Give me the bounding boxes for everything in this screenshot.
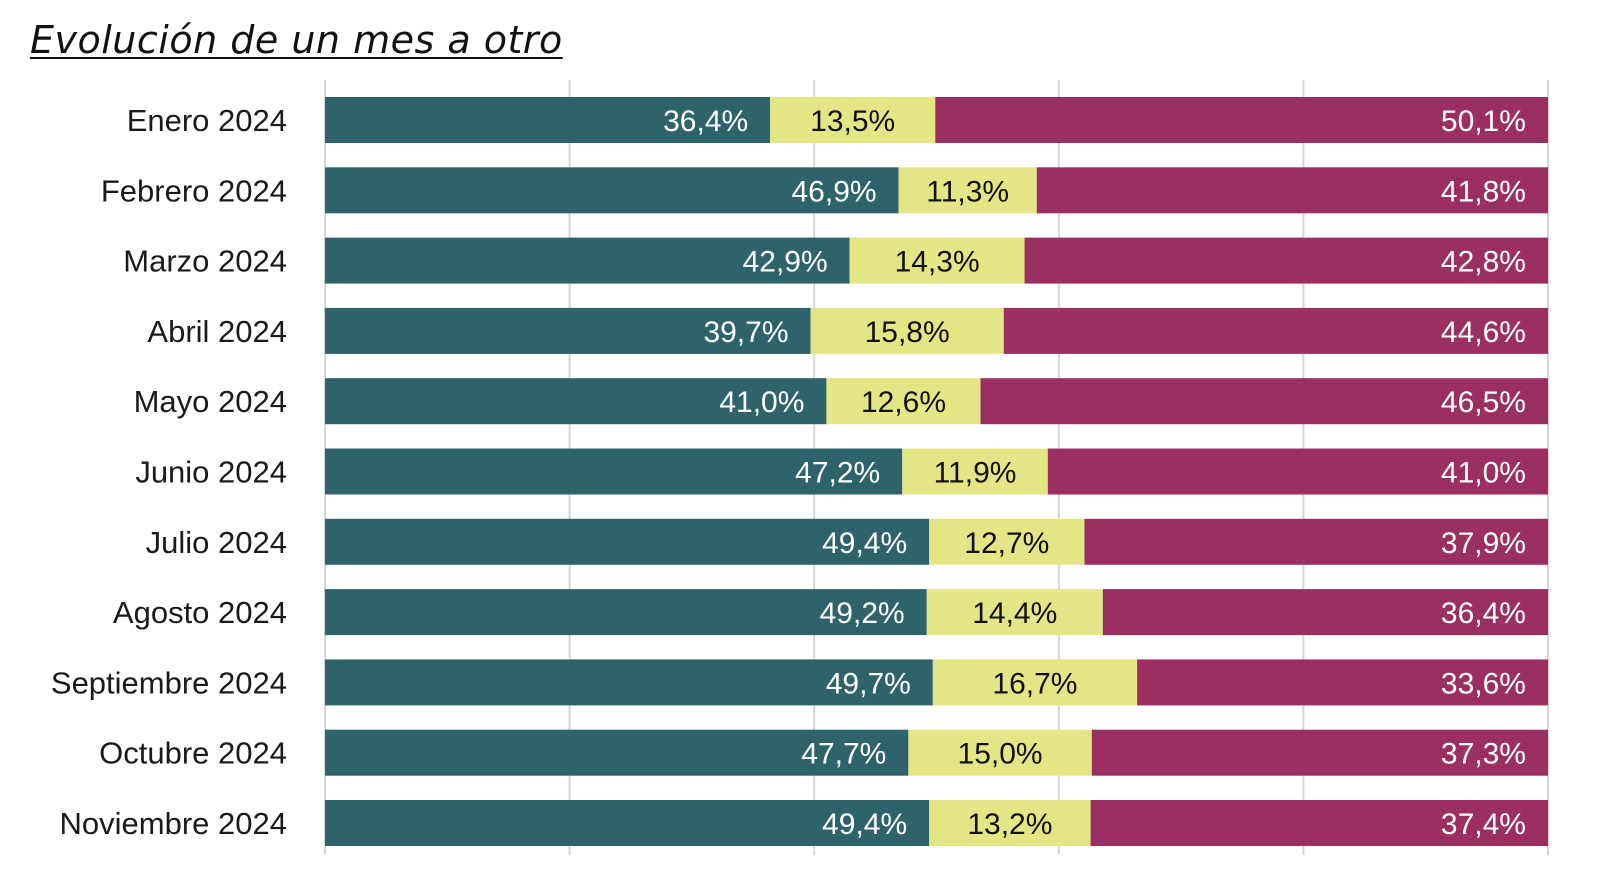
- data-label: 15,8%: [865, 316, 950, 349]
- bar-segment: [325, 729, 909, 776]
- bar-segment: [935, 97, 1548, 143]
- bar-segment: [325, 800, 930, 846]
- data-label: 46,5%: [1441, 386, 1526, 419]
- bar-segment: [770, 97, 936, 143]
- bar-segment: [325, 97, 771, 143]
- data-label: 49,7%: [826, 667, 911, 700]
- data-label: 14,3%: [895, 246, 980, 279]
- data-label: 47,7%: [801, 738, 886, 771]
- data-label: 46,9%: [792, 175, 877, 208]
- chart-title: Evolución de un mes a otro: [30, 18, 563, 62]
- bar-segment: [325, 448, 903, 495]
- bar-segment: [1102, 589, 1548, 636]
- data-label: 15,0%: [958, 738, 1043, 771]
- bar-segment: [325, 378, 827, 425]
- data-label: 39,7%: [703, 316, 788, 349]
- category-label: Mayo 2024: [134, 384, 287, 419]
- bars: 36,4% 13,5% 50,1% 46,9% 11,3% 41,8% 42,9% 14,3%…: [325, 97, 1548, 846]
- bar-segment: [849, 237, 1025, 284]
- bar-segment: [325, 307, 811, 354]
- bar-segment: [325, 237, 850, 284]
- data-label: 13,5%: [810, 105, 895, 138]
- bar-segment: [898, 167, 1037, 214]
- category-labels: Enero 2024 Febrero 2024 Marzo 2024 Abril 20…: [51, 103, 287, 841]
- category-label: Agosto 2024: [113, 595, 287, 630]
- bar-segment: [932, 659, 1138, 706]
- bar-segment: [1084, 518, 1548, 565]
- bar-segment: [826, 378, 981, 425]
- bar-segment: [325, 518, 930, 565]
- bar-segment: [929, 800, 1091, 846]
- data-label: 36,4%: [663, 105, 748, 138]
- category-label: Septiembre 2024: [51, 665, 287, 700]
- data-label: 37,4%: [1441, 808, 1526, 841]
- bar-segment: [1091, 729, 1548, 776]
- bar-segment: [1047, 448, 1548, 495]
- bar-segment: [325, 167, 899, 214]
- data-label: 44,6%: [1441, 316, 1526, 349]
- data-label: 47,2%: [795, 457, 880, 490]
- bar-segment: [1024, 237, 1548, 284]
- data-label: 14,4%: [972, 597, 1057, 630]
- data-label: 12,7%: [964, 527, 1049, 560]
- category-label: Marzo 2024: [123, 244, 287, 279]
- category-label: Enero 2024: [127, 103, 287, 138]
- data-label: 49,4%: [822, 527, 907, 560]
- category-label: Junio 2024: [135, 455, 287, 490]
- data-label: 41,0%: [1441, 457, 1526, 490]
- category-label: Noviembre 2024: [60, 806, 287, 841]
- data-label: 41,0%: [719, 386, 804, 419]
- data-label: 49,4%: [822, 808, 907, 841]
- category-label: Abril 2024: [147, 314, 287, 349]
- bar-segment: [325, 589, 927, 636]
- category-label: Febrero 2024: [101, 173, 287, 208]
- data-label: 33,6%: [1441, 667, 1526, 700]
- data-label: 50,1%: [1441, 105, 1526, 138]
- data-label: 36,4%: [1441, 597, 1526, 630]
- data-label: 11,9%: [934, 457, 1017, 490]
- bar-segment: [926, 589, 1103, 636]
- bar-segment: [1137, 659, 1548, 706]
- data-label: 16,7%: [992, 667, 1077, 700]
- data-label: 13,2%: [967, 808, 1052, 841]
- data-label: 42,8%: [1441, 246, 1526, 279]
- bar-segment: [810, 307, 1004, 354]
- bar-segment: [325, 659, 933, 706]
- data-label: 42,9%: [743, 246, 828, 279]
- data-label: 11,3%: [926, 175, 1009, 208]
- bar-segment: [929, 518, 1085, 565]
- bar-segment: [980, 378, 1548, 425]
- data-label: 49,2%: [820, 597, 905, 630]
- category-label: Julio 2024: [146, 525, 287, 560]
- data-label: 41,8%: [1441, 175, 1526, 208]
- data-label: 37,3%: [1441, 738, 1526, 771]
- bar-segment: [908, 729, 1092, 776]
- bar-segment: [1003, 307, 1548, 354]
- bar-segment: [1036, 167, 1548, 214]
- data-label: 12,6%: [861, 386, 946, 419]
- bar-segment: [1090, 800, 1548, 846]
- bar-segment: [902, 448, 1048, 495]
- data-label: 37,9%: [1441, 527, 1526, 560]
- category-label: Octubre 2024: [99, 736, 287, 771]
